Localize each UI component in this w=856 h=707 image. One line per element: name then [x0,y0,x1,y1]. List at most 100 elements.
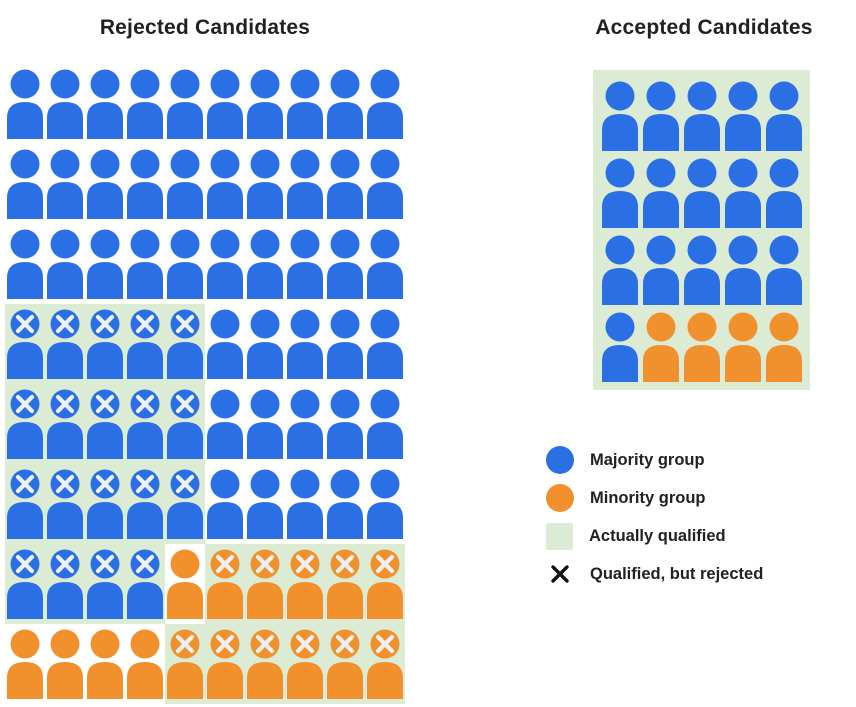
candidate-cell [5,304,45,384]
person-icon [724,235,761,305]
candidate-cell [285,304,325,384]
candidate-cell [245,304,285,384]
person-icon [127,149,163,219]
candidate-cell [5,64,45,144]
person-icon [47,69,83,139]
candidate-cell [285,544,325,624]
candidate-cell [5,144,45,224]
x-mark-glyph [551,565,569,583]
legend-label-majority: Majority group [590,450,705,469]
candidate-cell [763,307,804,384]
person-icon [642,235,679,305]
person-x-icon [367,549,403,619]
candidate-cell [722,230,763,307]
person-x-icon [287,549,323,619]
candidate-cell [325,224,365,304]
person-icon [47,149,83,219]
person-icon [367,69,403,139]
candidate-cell [125,144,165,224]
person-icon [87,69,123,139]
candidate-cell [85,64,125,144]
candidate-cell [365,144,405,224]
candidate-cell [205,384,245,464]
person-x-icon [47,389,83,459]
majority-group-swatch-icon [546,446,574,474]
candidate-cell [245,464,285,544]
candidate-cell [599,76,640,153]
candidate-cell [285,64,325,144]
candidate-cell [205,144,245,224]
person-x-icon [167,629,203,699]
person-icon [327,389,363,459]
person-icon [765,235,802,305]
candidate-cell [5,624,45,704]
candidate-cell [245,224,285,304]
person-icon [601,312,638,382]
candidate-cell [325,144,365,224]
candidate-cell [5,384,45,464]
person-icon [7,69,43,139]
person-icon [287,389,323,459]
person-icon [87,229,123,299]
candidate-cell [325,464,365,544]
person-icon [765,81,802,151]
person-icon [642,81,679,151]
person-icon [327,149,363,219]
candidate-cell [5,224,45,304]
person-icon [247,229,283,299]
candidate-cell [325,64,365,144]
candidate-cell [325,544,365,624]
person-icon [7,229,43,299]
person-x-icon [207,549,243,619]
person-x-icon [87,309,123,379]
candidate-cell [45,624,85,704]
candidate-cell [205,224,245,304]
person-icon [167,69,203,139]
candidate-cell [125,624,165,704]
person-x-icon [47,309,83,379]
candidate-cell [763,153,804,230]
person-icon [327,229,363,299]
person-icon [683,158,720,228]
person-icon [287,469,323,539]
candidate-cell [85,144,125,224]
person-icon [765,312,802,382]
candidate-cell [325,624,365,704]
candidate-cell [45,544,85,624]
person-x-icon [247,629,283,699]
person-icon [127,69,163,139]
accepted-candidates-grid [593,70,810,390]
legend-item-qualified: Actually qualified [546,522,763,550]
candidate-cell [365,544,405,624]
candidate-cell [681,307,722,384]
person-icon [642,158,679,228]
person-x-icon [127,389,163,459]
person-icon [683,235,720,305]
candidate-cell [205,464,245,544]
person-icon [247,469,283,539]
person-icon [724,81,761,151]
person-icon [207,389,243,459]
person-icon [7,629,43,699]
x-mark-icon [546,560,574,588]
candidate-cell [85,304,125,384]
person-icon [47,629,83,699]
person-icon [207,69,243,139]
legend-item-minority: Minority group [546,484,763,512]
candidate-cell [365,64,405,144]
candidate-cell [45,224,85,304]
candidate-cell [245,64,285,144]
person-icon [367,149,403,219]
person-x-icon [7,549,43,619]
person-icon [247,149,283,219]
candidate-cell [365,624,405,704]
person-icon [207,309,243,379]
candidate-cell [599,307,640,384]
candidate-cell [599,153,640,230]
person-icon [207,469,243,539]
person-icon [207,149,243,219]
person-icon [207,229,243,299]
rejected-candidates-title: Rejected Candidates [99,16,311,39]
candidate-cell [640,153,681,230]
person-icon [287,309,323,379]
